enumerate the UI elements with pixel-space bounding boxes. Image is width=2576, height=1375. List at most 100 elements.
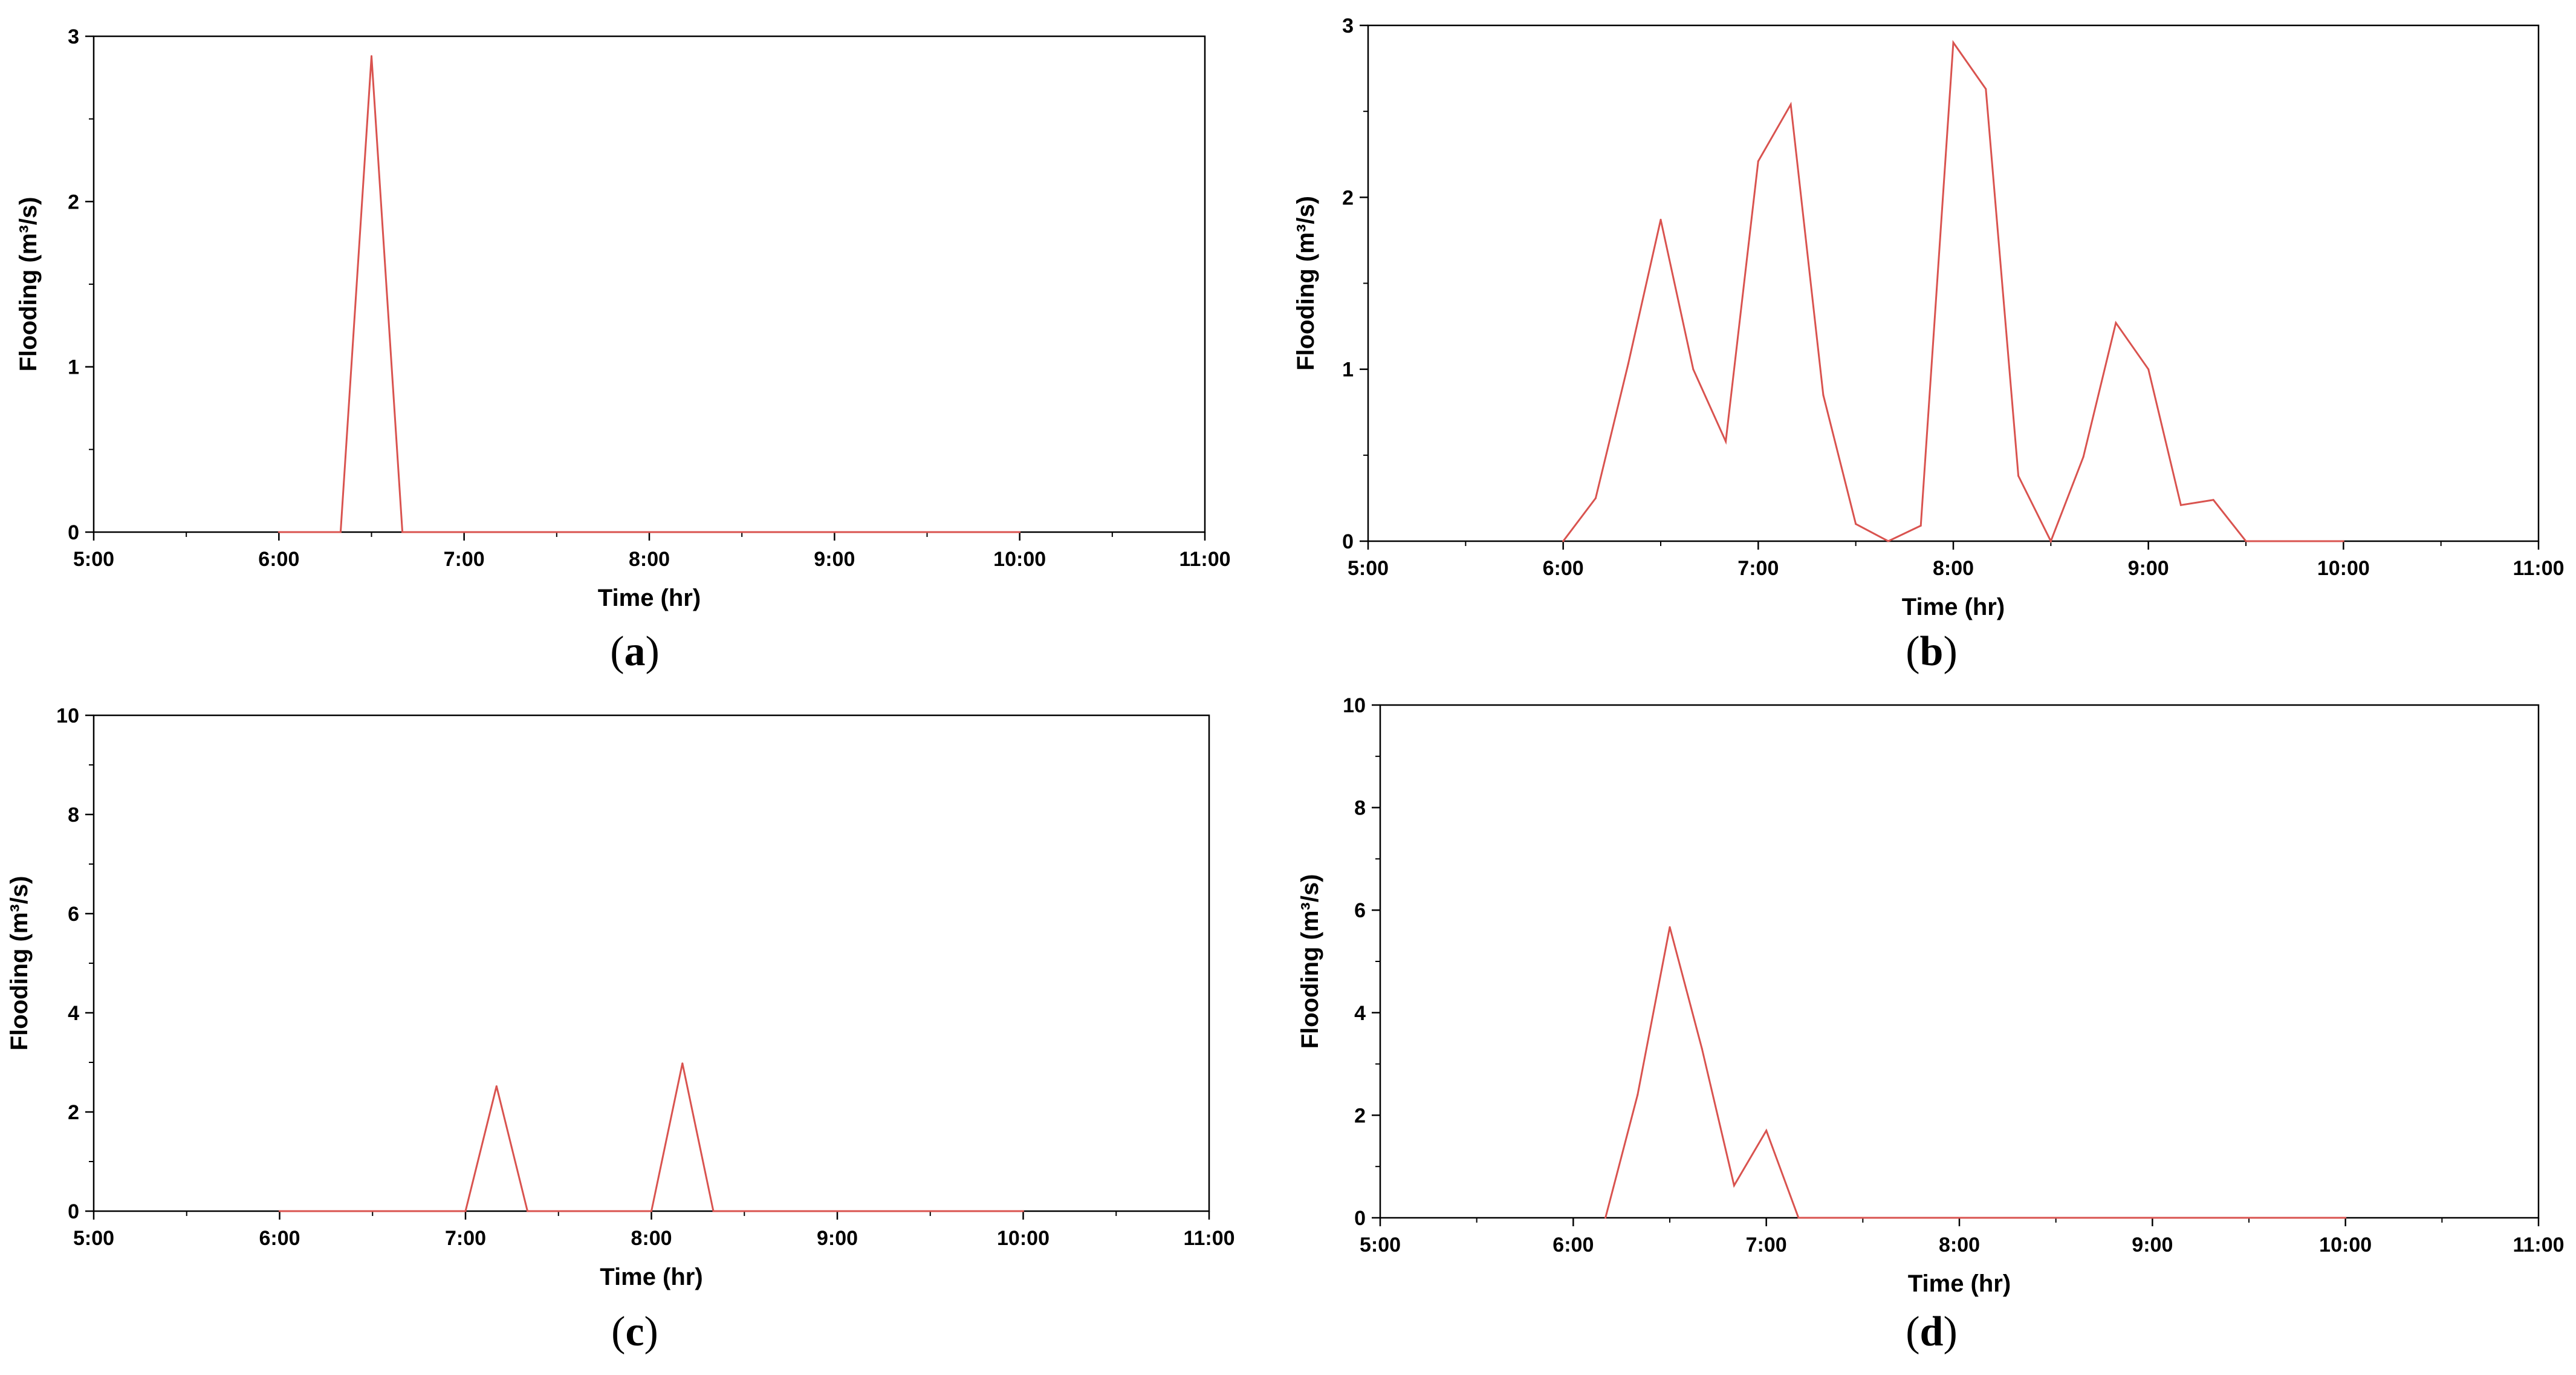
x-tick-label: 11:00 bbox=[2513, 1234, 2564, 1256]
data-point bbox=[1562, 540, 1565, 542]
data-point bbox=[1985, 88, 1987, 90]
data-point bbox=[1594, 497, 1597, 499]
data-point bbox=[464, 1210, 467, 1212]
data-point bbox=[2212, 499, 2214, 501]
x-tick-label: 9:00 bbox=[814, 548, 855, 571]
x-tick-label: 10:00 bbox=[993, 548, 1046, 571]
x-tick-label: 8:00 bbox=[629, 548, 670, 571]
data-point bbox=[2049, 540, 2052, 542]
plot-frame bbox=[1367, 24, 2540, 542]
plot-frame bbox=[1379, 704, 2540, 1219]
chart-panel-b: 5:00 6:00 7:00 8:00 9:00 10:00 11:00 0 1 2 3 Time (… bbox=[1293, 15, 2565, 675]
y-tick-label: 3 bbox=[1342, 15, 1354, 37]
data-point bbox=[2245, 540, 2247, 542]
data-point bbox=[1952, 41, 1955, 44]
x-tick-label: 6:00 bbox=[259, 1227, 300, 1250]
y-tick-label: 6 bbox=[68, 903, 79, 926]
y-tick-label: 10 bbox=[1343, 694, 1366, 717]
series-line bbox=[279, 56, 1020, 533]
x-tick-label: 6:00 bbox=[258, 548, 299, 571]
panel-label: (b) bbox=[1906, 628, 1958, 675]
y-tick-label: 8 bbox=[68, 804, 79, 827]
x-tick-label: 9:00 bbox=[2128, 557, 2169, 580]
x-tick-label: 7:00 bbox=[445, 1227, 486, 1250]
data-point bbox=[836, 1210, 839, 1212]
data-point bbox=[2115, 322, 2117, 324]
data-point bbox=[1692, 368, 1695, 371]
data-point bbox=[371, 55, 372, 57]
y-tick-label: 0 bbox=[68, 521, 79, 544]
data-point bbox=[1725, 440, 1727, 443]
y-tick-label: 4 bbox=[68, 1002, 79, 1025]
data-point bbox=[1733, 1185, 1735, 1187]
panel-label-close: ) bbox=[1943, 628, 1957, 675]
y-tick-label: 3 bbox=[68, 25, 79, 48]
y-tick-label: 2 bbox=[68, 1101, 79, 1124]
x-tick-label: 5:00 bbox=[73, 548, 114, 571]
data-point bbox=[495, 1085, 498, 1087]
x-axis-title: Time (hr) bbox=[598, 585, 701, 611]
data-point bbox=[1887, 540, 1889, 542]
x-tick-label: 5:00 bbox=[1348, 557, 1389, 580]
x-tick-label: 8:00 bbox=[1933, 557, 1974, 580]
data-point bbox=[2151, 1217, 2153, 1219]
data-point bbox=[1765, 1130, 1768, 1132]
y-axis-title: Flooding (m³/s) bbox=[1293, 196, 1319, 371]
data-point bbox=[1855, 523, 1857, 525]
x-tick-label: 5:00 bbox=[73, 1227, 114, 1250]
data-point bbox=[1022, 1210, 1024, 1212]
panel-label-letter: c bbox=[625, 1308, 644, 1355]
y-tick-label: 10 bbox=[56, 704, 79, 727]
panel-label-letter: d bbox=[1920, 1308, 1944, 1355]
panel-label-close: ) bbox=[1943, 1308, 1957, 1355]
x-tick-label: 6:00 bbox=[1552, 1234, 1594, 1256]
data-point bbox=[1019, 531, 1021, 533]
x-axis-title: Time (hr) bbox=[600, 1264, 702, 1290]
data-point bbox=[2344, 1217, 2347, 1219]
series-line bbox=[1562, 40, 2344, 544]
data-point bbox=[648, 531, 650, 533]
series-line bbox=[279, 1063, 1024, 1212]
data-point bbox=[1797, 1217, 1800, 1219]
y-tick-label: 8 bbox=[1354, 797, 1366, 820]
x-tick-label: 9:00 bbox=[817, 1227, 858, 1250]
data-point bbox=[2082, 456, 2084, 458]
x-tick-label: 6:00 bbox=[1543, 557, 1584, 580]
data-point bbox=[279, 1210, 281, 1212]
data-point bbox=[1757, 160, 1759, 163]
x-tick-label: 9:00 bbox=[2132, 1234, 2173, 1256]
series-line bbox=[1604, 926, 2346, 1219]
data-point bbox=[277, 531, 280, 533]
panel-label-close: ) bbox=[644, 1308, 658, 1355]
data-point bbox=[1604, 1217, 1607, 1219]
chart-panel-d: 5:00 6:00 7:00 8:00 9:00 10:00 11:00 0 2 4 6 8 10 Tim… bbox=[1297, 694, 2565, 1355]
data-point bbox=[1919, 524, 1922, 527]
y-tick-label: 4 bbox=[1354, 1002, 1366, 1025]
x-tick-label: 11:00 bbox=[1183, 1227, 1234, 1250]
data-point bbox=[463, 531, 466, 533]
x-axis-title: Time (hr) bbox=[1902, 594, 2005, 620]
x-tick-label: 11:00 bbox=[1179, 548, 1230, 571]
panel-label: (c) bbox=[611, 1308, 658, 1355]
data-point bbox=[2342, 540, 2344, 542]
y-tick-label: 1 bbox=[68, 356, 79, 379]
data-point bbox=[833, 531, 835, 533]
y-tick-label: 0 bbox=[68, 1200, 79, 1223]
y-axis-title: Flooding (m³/s) bbox=[15, 197, 42, 372]
panel-label-open: ( bbox=[610, 628, 624, 675]
data-point bbox=[2147, 368, 2150, 371]
data-point bbox=[712, 1210, 715, 1212]
x-tick-label: 7:00 bbox=[1746, 1234, 1787, 1256]
data-point bbox=[1659, 218, 1662, 221]
data-point bbox=[527, 1210, 528, 1212]
panel-label-close: ) bbox=[646, 628, 660, 675]
x-tick-label: 5:00 bbox=[1360, 1234, 1401, 1256]
data-point bbox=[1958, 1217, 1961, 1219]
chart-panel-c: 5:00 6:00 7:00 8:00 9:00 10:00 11:00 0 2 4 6 8 10 Tim… bbox=[6, 704, 1235, 1355]
data-point bbox=[2017, 475, 2020, 477]
plot-frame bbox=[92, 35, 1206, 533]
x-tick-label: 10:00 bbox=[997, 1227, 1050, 1250]
y-axis-title: Flooding (m³/s) bbox=[1297, 874, 1323, 1049]
y-tick-label: 2 bbox=[1354, 1104, 1366, 1127]
